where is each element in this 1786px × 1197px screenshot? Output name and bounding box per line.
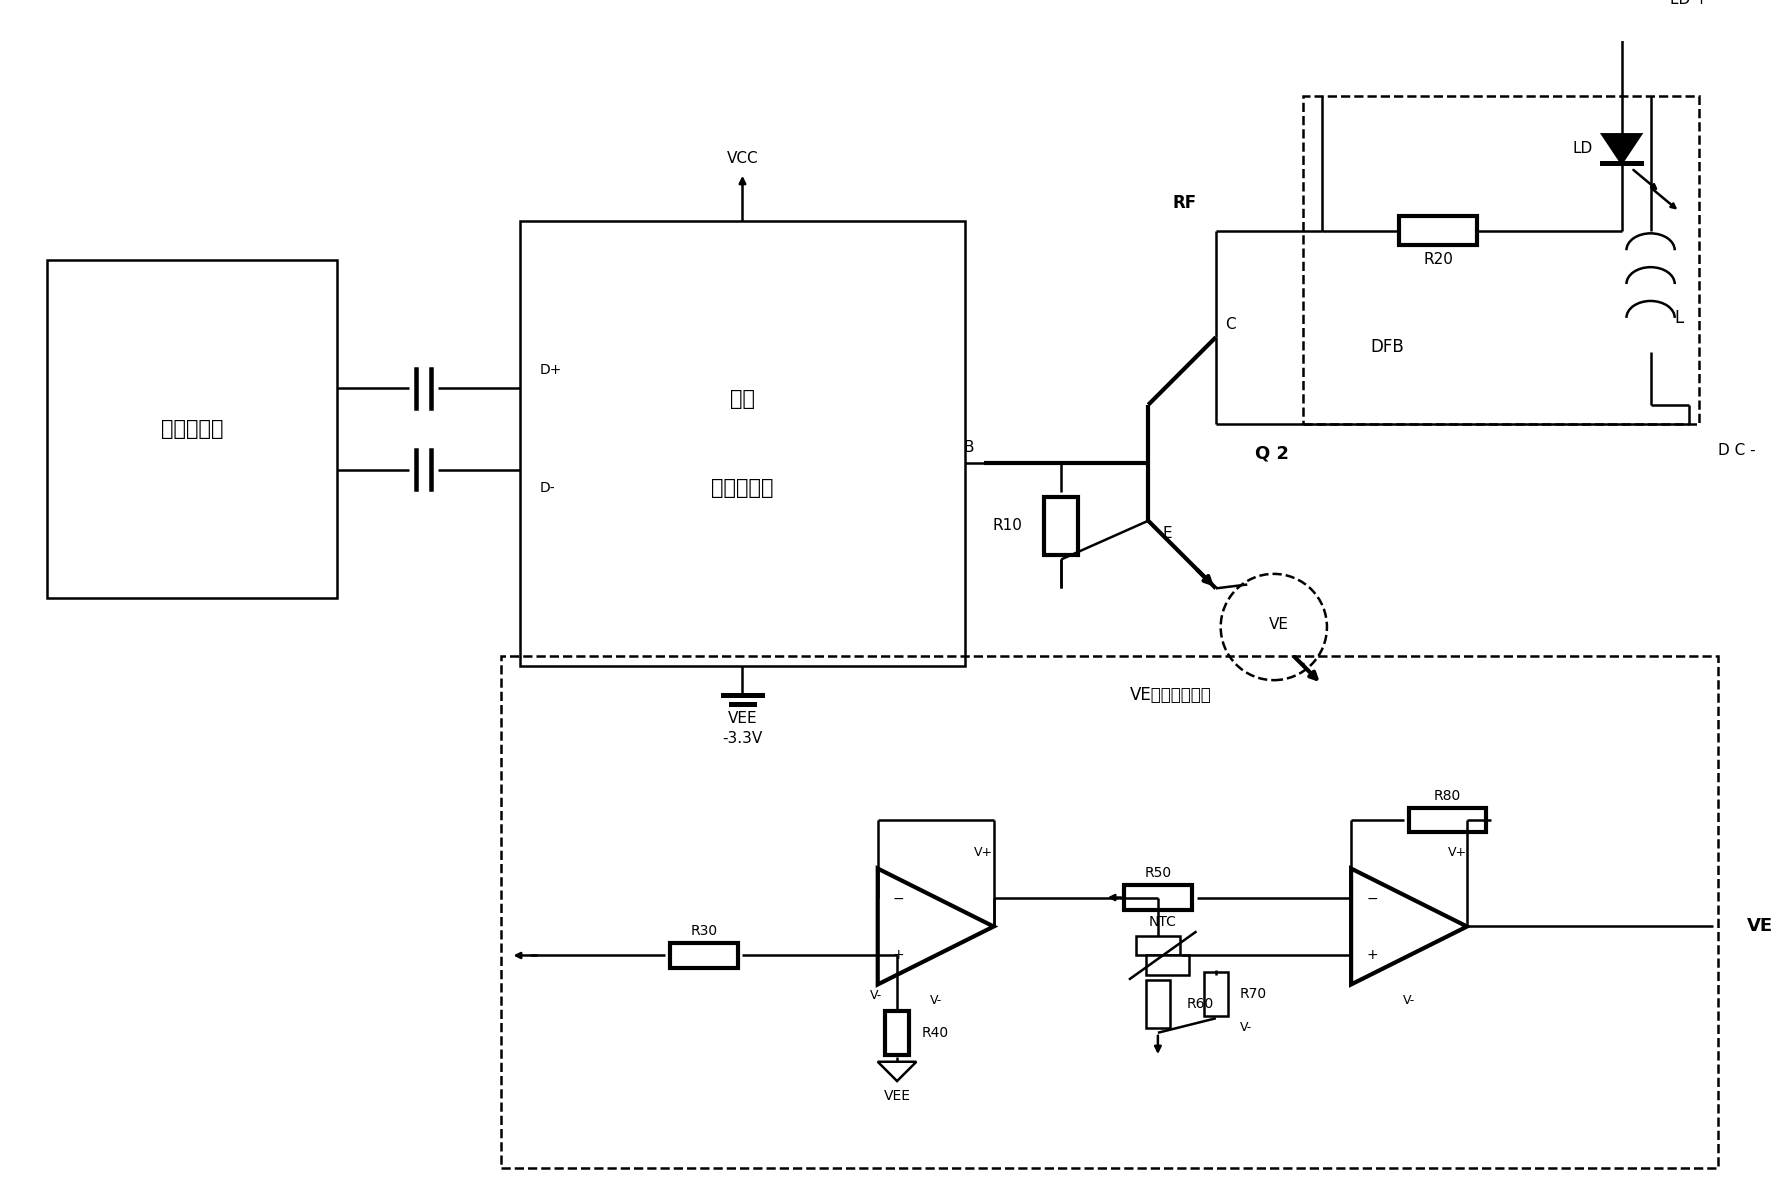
Text: V-: V- <box>1239 1021 1252 1034</box>
Text: $+$: $+$ <box>1366 948 1377 962</box>
Bar <box>1400 217 1477 245</box>
Text: D+: D+ <box>539 363 563 377</box>
Bar <box>670 943 738 967</box>
Text: V+: V+ <box>1448 846 1466 859</box>
Text: V-: V- <box>1404 995 1415 1007</box>
Bar <box>1204 972 1229 1016</box>
Text: D-: D- <box>539 481 555 496</box>
Text: B: B <box>964 440 975 455</box>
Text: VEE: VEE <box>727 711 757 727</box>
Text: LD: LD <box>1572 141 1593 157</box>
Text: R60: R60 <box>1188 997 1214 1010</box>
Bar <box>500 656 1718 1168</box>
Text: L: L <box>1675 309 1684 327</box>
Text: VE: VE <box>1747 917 1773 936</box>
Text: R30: R30 <box>689 924 718 938</box>
Bar <box>1045 497 1079 554</box>
Text: $-$: $-$ <box>893 891 904 905</box>
Text: R80: R80 <box>1434 789 1461 803</box>
Text: R40: R40 <box>922 1026 948 1040</box>
Text: Q 2: Q 2 <box>1254 444 1288 462</box>
Text: R50: R50 <box>1145 867 1172 880</box>
Text: $-$: $-$ <box>1366 891 1377 905</box>
Text: V-: V- <box>870 989 882 1002</box>
Bar <box>1123 886 1191 910</box>
Text: RF: RF <box>1172 194 1197 212</box>
Bar <box>46 260 338 598</box>
Text: E: E <box>1163 525 1172 541</box>
Text: NTC: NTC <box>1148 915 1177 929</box>
Text: C: C <box>1225 317 1236 333</box>
Text: DFB: DFB <box>1370 338 1404 356</box>
Bar <box>1147 979 1170 1028</box>
Text: R70: R70 <box>1239 988 1266 1001</box>
Bar <box>1302 96 1698 424</box>
Text: $+$: $+$ <box>893 948 904 962</box>
Text: VCC: VCC <box>727 151 759 166</box>
Polygon shape <box>1602 134 1641 163</box>
Text: D C -: D C - <box>1718 443 1756 458</box>
Text: 信号发生器: 信号发生器 <box>161 419 223 439</box>
Text: V+: V+ <box>975 846 993 859</box>
Text: R20: R20 <box>1423 253 1454 267</box>
Text: VE温度补偿电路: VE温度补偿电路 <box>1129 686 1211 704</box>
Bar <box>886 1011 909 1055</box>
Text: R10: R10 <box>993 518 1023 533</box>
Text: V-: V- <box>929 995 941 1007</box>
Bar <box>520 221 964 666</box>
Text: VE: VE <box>1268 616 1289 632</box>
Text: VEE: VEE <box>884 1088 911 1102</box>
Bar <box>1136 936 1179 955</box>
Bar <box>1147 955 1189 974</box>
Text: LD +: LD + <box>1670 0 1707 6</box>
Bar <box>1409 808 1486 832</box>
Text: 高速: 高速 <box>730 389 755 409</box>
Text: 电平转换器: 电平转换器 <box>711 478 773 498</box>
Text: -3.3V: -3.3V <box>722 730 763 746</box>
